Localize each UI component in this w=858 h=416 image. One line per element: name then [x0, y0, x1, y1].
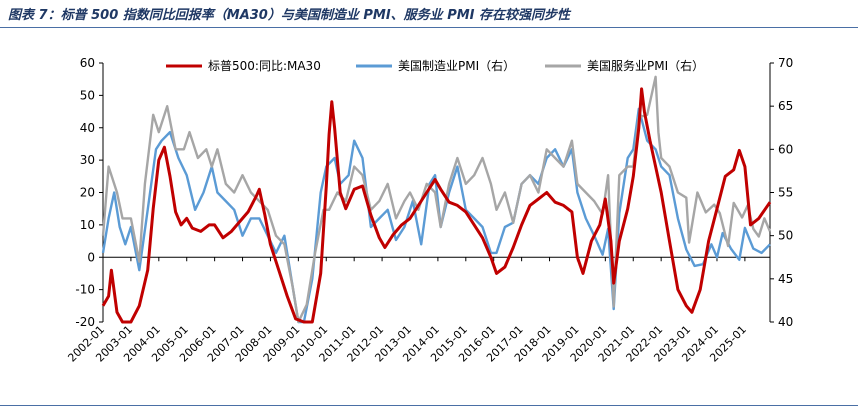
right-tick-label: 70 — [778, 56, 793, 70]
left-tick-label: 20 — [80, 186, 95, 200]
right-tick-label: 45 — [778, 272, 793, 286]
left-tick-label: -20 — [75, 315, 95, 329]
legend-label-1: 美国制造业PMI（右） — [398, 58, 515, 73]
right-tick-label: 40 — [778, 315, 793, 329]
title-rule — [0, 27, 858, 28]
legend-label-0: 标普500:同比:MA30 — [208, 59, 321, 73]
legend: 标普500:同比:MA30 美国制造业PMI（右） 美国服务业PMI（右） — [166, 58, 704, 73]
series-manufacturing-pmi-line — [101, 107, 771, 324]
bottom-rule — [0, 405, 858, 406]
left-tick-label: 10 — [80, 218, 95, 232]
right-tick-label: 50 — [778, 229, 793, 243]
series-sp500-line — [101, 87, 772, 324]
series-services-pmi-line — [101, 75, 772, 324]
left-tick-label: 40 — [80, 121, 95, 135]
right-tick-label: 60 — [778, 142, 793, 156]
series-layer — [101, 75, 772, 324]
left-tick-label: 60 — [80, 56, 95, 70]
legend-label-2: 美国服务业PMI（右） — [587, 58, 704, 73]
left-tick-label: 0 — [87, 250, 95, 264]
right-tick-label: 65 — [778, 99, 793, 113]
left-tick-label: 50 — [80, 88, 95, 102]
left-tick-label: 30 — [80, 153, 95, 167]
figure-title: 图表 7：标普 500 指数同比回报率（MA30）与美国制造业 PMI、服务业 … — [8, 8, 571, 23]
left-tick-label: -10 — [75, 283, 95, 297]
right-tick-label: 55 — [778, 186, 793, 200]
